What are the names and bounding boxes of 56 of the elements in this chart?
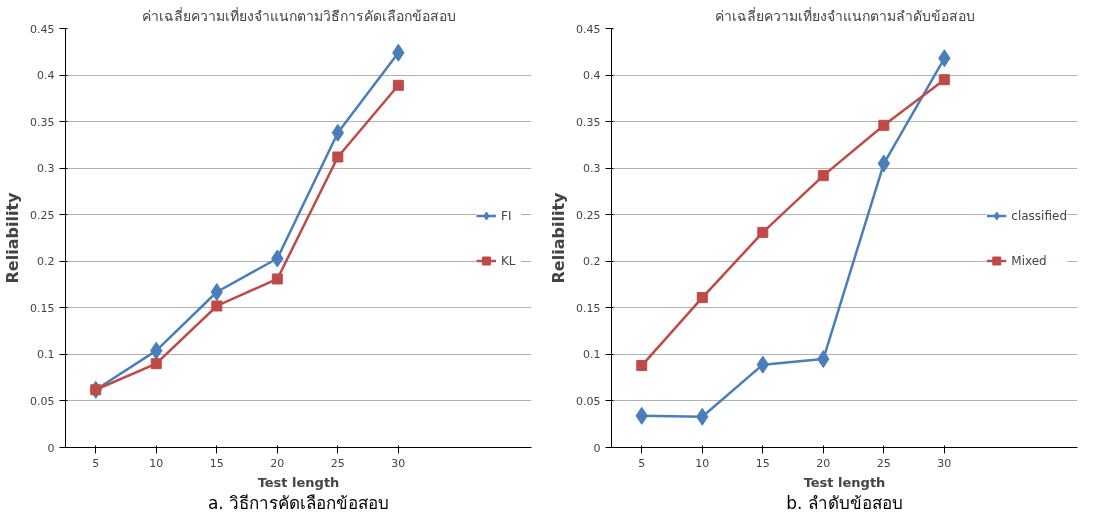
y-tick-label: 0.3 [37,162,55,176]
chart-title: ค่าเฉลี่ยความเที่ยงจำแนกตามลำดับข้อสอบ [714,6,975,24]
y-axis-title: Reliability [3,191,23,284]
y-tick-label: 0.35 [576,115,601,129]
y-tick-label: 0.45 [576,22,601,36]
point [878,119,890,131]
legend-label: classified [1011,208,1067,222]
x-tick-label: 5 [638,456,646,470]
x-tick-label: 20 [816,456,831,470]
y-tick-label: 0.4 [37,69,55,83]
y-tick-label: 0.15 [576,301,601,315]
x-tick-label: 10 [149,456,164,470]
y-tick-label: 0.25 [30,208,55,222]
legend-label: KL [501,253,517,267]
point [696,292,708,304]
point [150,358,162,370]
x-tick-label: 30 [391,456,406,470]
x-tick-label: 15 [755,456,770,470]
text: b. ลำดับข้อสอบ [786,492,903,513]
x-tick-label: 25 [876,456,891,470]
point [938,74,950,86]
y-tick-label: 0.2 [37,255,55,269]
point [332,151,344,163]
x-tick-label: 20 [270,456,285,470]
y-tick-label: 0.1 [37,348,55,362]
chart-title: ค่าเฉลี่ยความเที่ยงจำแนกตามวิธีการคัดเลือกข้อสอบ [141,6,456,24]
y-tick-label: 0.45 [30,22,55,36]
x-tick-label: 15 [209,456,224,470]
y-tick-label: 0.05 [30,394,55,408]
text: a. วิธีการคัดเลือกข้อสอบ [207,492,390,513]
y-tick-label: 0 [47,441,55,455]
y-tick-label: 0.2 [583,255,601,269]
y-tick-label: 0.35 [30,115,55,129]
legend-label: FI [501,208,513,222]
legend-label: Mixed [1011,253,1047,267]
y-tick-label: 0.25 [576,208,601,222]
y-tick-label: 0.05 [576,394,601,408]
x-tick-label: 10 [695,456,710,470]
point [392,79,404,91]
y-tick-label: 0.3 [583,162,601,176]
point [210,283,223,301]
y-tick-label: 0.1 [583,348,601,362]
x-tick-label: 30 [937,456,952,470]
y-tick-label: 0.15 [30,301,55,315]
x-axis-title: Test length [257,474,340,490]
point [271,273,283,285]
point [636,360,648,372]
x-tick-label: 5 [92,456,100,470]
y-tick-label: 0.4 [583,69,601,83]
y-tick-label: 0 [593,441,601,455]
y-axis-title: Reliability [549,191,569,284]
point [757,226,769,238]
x-axis-title: Test length [803,474,886,490]
point [211,300,223,312]
x-tick-label: 25 [330,456,345,470]
point [817,170,829,182]
